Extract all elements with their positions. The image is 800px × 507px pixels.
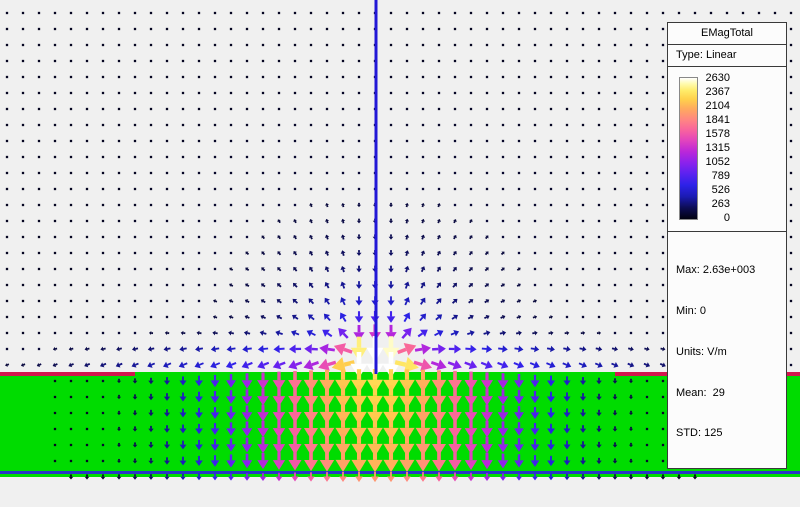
wire-antenna-line	[374, 0, 378, 374]
stat-mean: Mean: 29	[676, 386, 725, 399]
legend-scale: 2630 2367 2104 1841 1578 1315 1052 789 526 263 0	[668, 67, 786, 232]
ground-plane-line	[0, 471, 800, 474]
stat-min: Min: 0	[676, 304, 706, 317]
stat-max: Max: 2.63e+003	[676, 264, 756, 277]
colorbar-tick: 526	[711, 184, 730, 196]
colorbar-tick: 0	[723, 212, 730, 224]
colorbar-tick: 1841	[705, 114, 730, 126]
colorbar-tick: 2104	[705, 100, 730, 112]
colorbar-gradient	[679, 77, 698, 220]
legend-box[interactable]: EMagTotal Type: Linear 2630 2367 2104 1841 1…	[667, 22, 787, 470]
boundary-line-left	[0, 372, 135, 376]
colorbar-tick: 2367	[705, 86, 730, 98]
legend-title: EMagTotal	[668, 23, 786, 45]
colorbar-tick: 1578	[705, 128, 730, 140]
colorbar-tick: 1315	[705, 142, 730, 154]
colorbar-tick: 1052	[705, 156, 730, 168]
colorbar-tick: 789	[711, 170, 730, 182]
colorbar-tick: 263	[711, 198, 730, 210]
legend-stats: Max: 2.63e+003 Min: 0 Units: V/m Mean: 2…	[668, 232, 786, 468]
legend-scale-type: Type: Linear	[668, 45, 786, 67]
stat-std: STD: 125	[676, 427, 723, 440]
colorbar-tick: 2630	[705, 72, 730, 84]
stat-units: Units: V/m	[676, 345, 727, 358]
colorbar-tick-labels: 2630 2367 2104 1841 1578 1315 1052 789 526 263 0	[700, 71, 730, 225]
